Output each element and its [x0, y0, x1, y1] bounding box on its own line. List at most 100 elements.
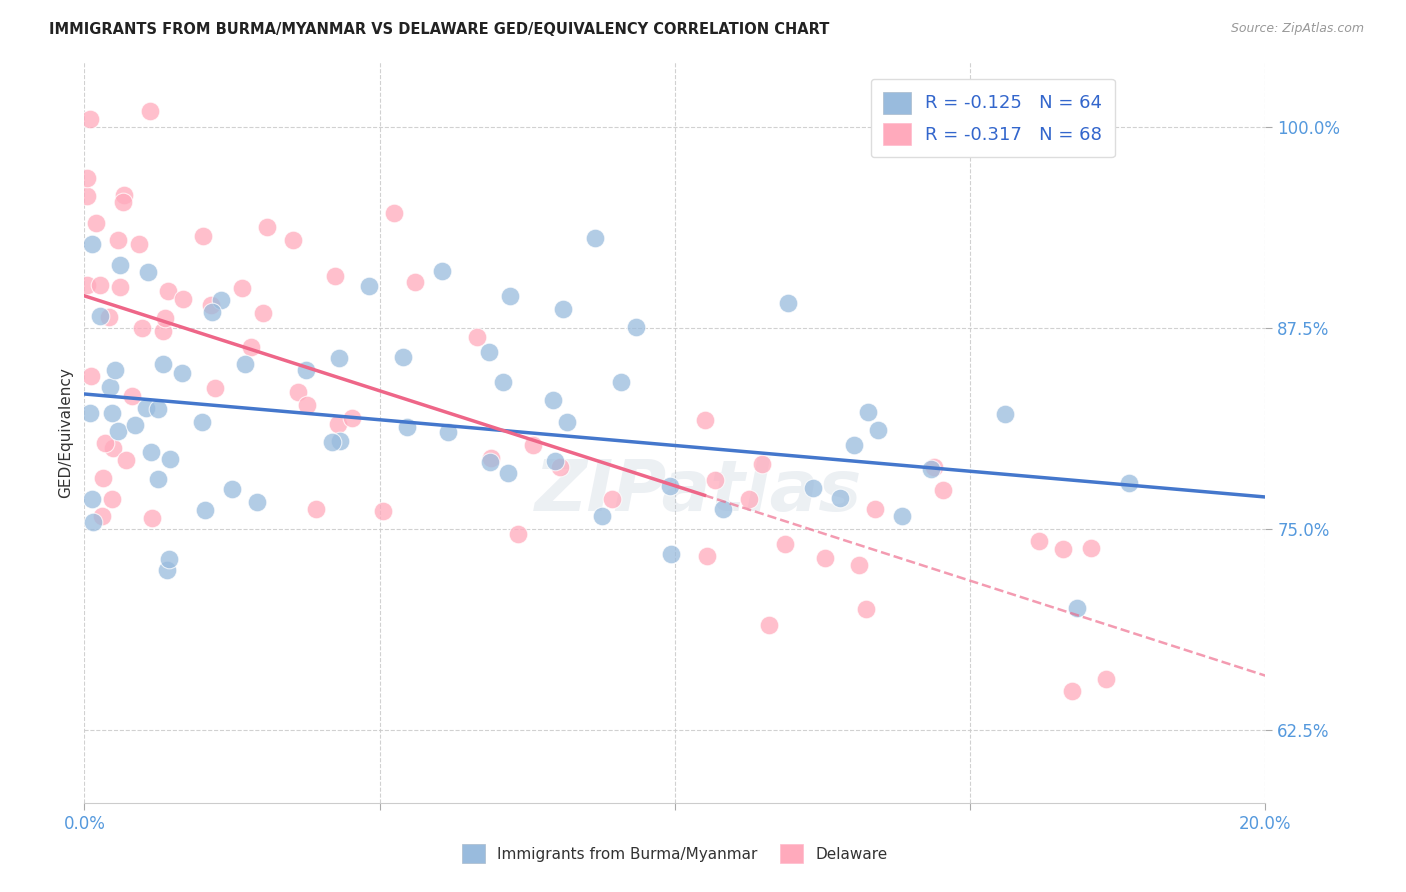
Point: [610, 375, 633, 389]
Point: [496, 466, 519, 480]
Point: [294, 363, 316, 377]
Point: [1062, 684, 1084, 698]
Point: [492, 375, 515, 389]
Point: [101, 407, 124, 421]
Point: [121, 389, 143, 403]
Point: [91, 471, 114, 485]
Point: [868, 423, 890, 437]
Point: [233, 357, 256, 371]
Point: [478, 345, 501, 359]
Point: [591, 508, 613, 523]
Point: [305, 501, 328, 516]
Point: [191, 415, 214, 429]
Point: [89, 309, 111, 323]
Point: [371, 504, 394, 518]
Point: [115, 453, 138, 467]
Point: [112, 195, 135, 210]
Point: [704, 473, 727, 487]
Point: [157, 551, 180, 566]
Point: [82, 237, 104, 252]
Point: [624, 320, 647, 334]
Point: [256, 219, 278, 234]
Point: [508, 526, 530, 541]
Point: [920, 462, 942, 476]
Point: [156, 284, 179, 298]
Point: [922, 460, 945, 475]
Text: Source: ZipAtlas.com: Source: ZipAtlas.com: [1230, 22, 1364, 36]
Point: [551, 302, 574, 317]
Point: [436, 425, 458, 440]
Point: [136, 265, 159, 279]
Point: [848, 558, 870, 573]
Point: [659, 547, 682, 561]
Point: [94, 436, 117, 450]
Point: [141, 445, 163, 459]
Point: [856, 405, 879, 419]
Point: [1066, 601, 1088, 615]
Point: [191, 228, 214, 243]
Point: [84, 216, 107, 230]
Point: [141, 510, 163, 524]
Point: [152, 357, 174, 371]
Point: [693, 413, 716, 427]
Point: [737, 492, 759, 507]
Point: [855, 602, 877, 616]
Point: [80, 492, 103, 507]
Point: [1095, 672, 1118, 686]
Point: [107, 424, 129, 438]
Point: [76, 170, 98, 185]
Point: [231, 281, 253, 295]
Point: [138, 103, 160, 118]
Y-axis label: GED/Equivalency: GED/Equivalency: [58, 368, 73, 498]
Point: [396, 420, 419, 434]
Point: [159, 451, 181, 466]
Point: [773, 537, 796, 551]
Point: [153, 310, 176, 325]
Point: [323, 269, 346, 284]
Point: [1080, 541, 1102, 555]
Point: [758, 617, 780, 632]
Point: [711, 502, 734, 516]
Point: [107, 233, 129, 247]
Point: [801, 481, 824, 495]
Point: [252, 306, 274, 320]
Point: [97, 310, 120, 325]
Point: [1028, 533, 1050, 548]
Point: [82, 515, 104, 529]
Point: [79, 112, 101, 126]
Point: [658, 478, 681, 492]
Point: [321, 435, 343, 450]
Point: [172, 292, 194, 306]
Point: [696, 549, 718, 563]
Point: [814, 550, 837, 565]
Point: [110, 258, 132, 272]
Point: [993, 408, 1015, 422]
Point: [200, 298, 222, 312]
Point: [209, 293, 232, 308]
Point: [544, 453, 567, 467]
Text: ZIPatlas: ZIPatlas: [534, 458, 862, 526]
Point: [281, 233, 304, 247]
Point: [221, 482, 243, 496]
Point: [342, 411, 364, 425]
Point: [79, 406, 101, 420]
Point: [357, 278, 380, 293]
Point: [555, 415, 578, 429]
Point: [201, 304, 224, 318]
Point: [778, 296, 800, 310]
Point: [152, 324, 174, 338]
Point: [108, 280, 131, 294]
Point: [479, 455, 502, 469]
Point: [204, 381, 226, 395]
Point: [1052, 541, 1074, 556]
Point: [1118, 476, 1140, 491]
Point: [76, 277, 98, 292]
Point: [112, 188, 135, 202]
Point: [842, 438, 865, 452]
Point: [148, 402, 170, 417]
Point: [600, 491, 623, 506]
Point: [155, 563, 177, 577]
Point: [890, 508, 912, 523]
Point: [240, 340, 263, 354]
Point: [751, 457, 773, 471]
